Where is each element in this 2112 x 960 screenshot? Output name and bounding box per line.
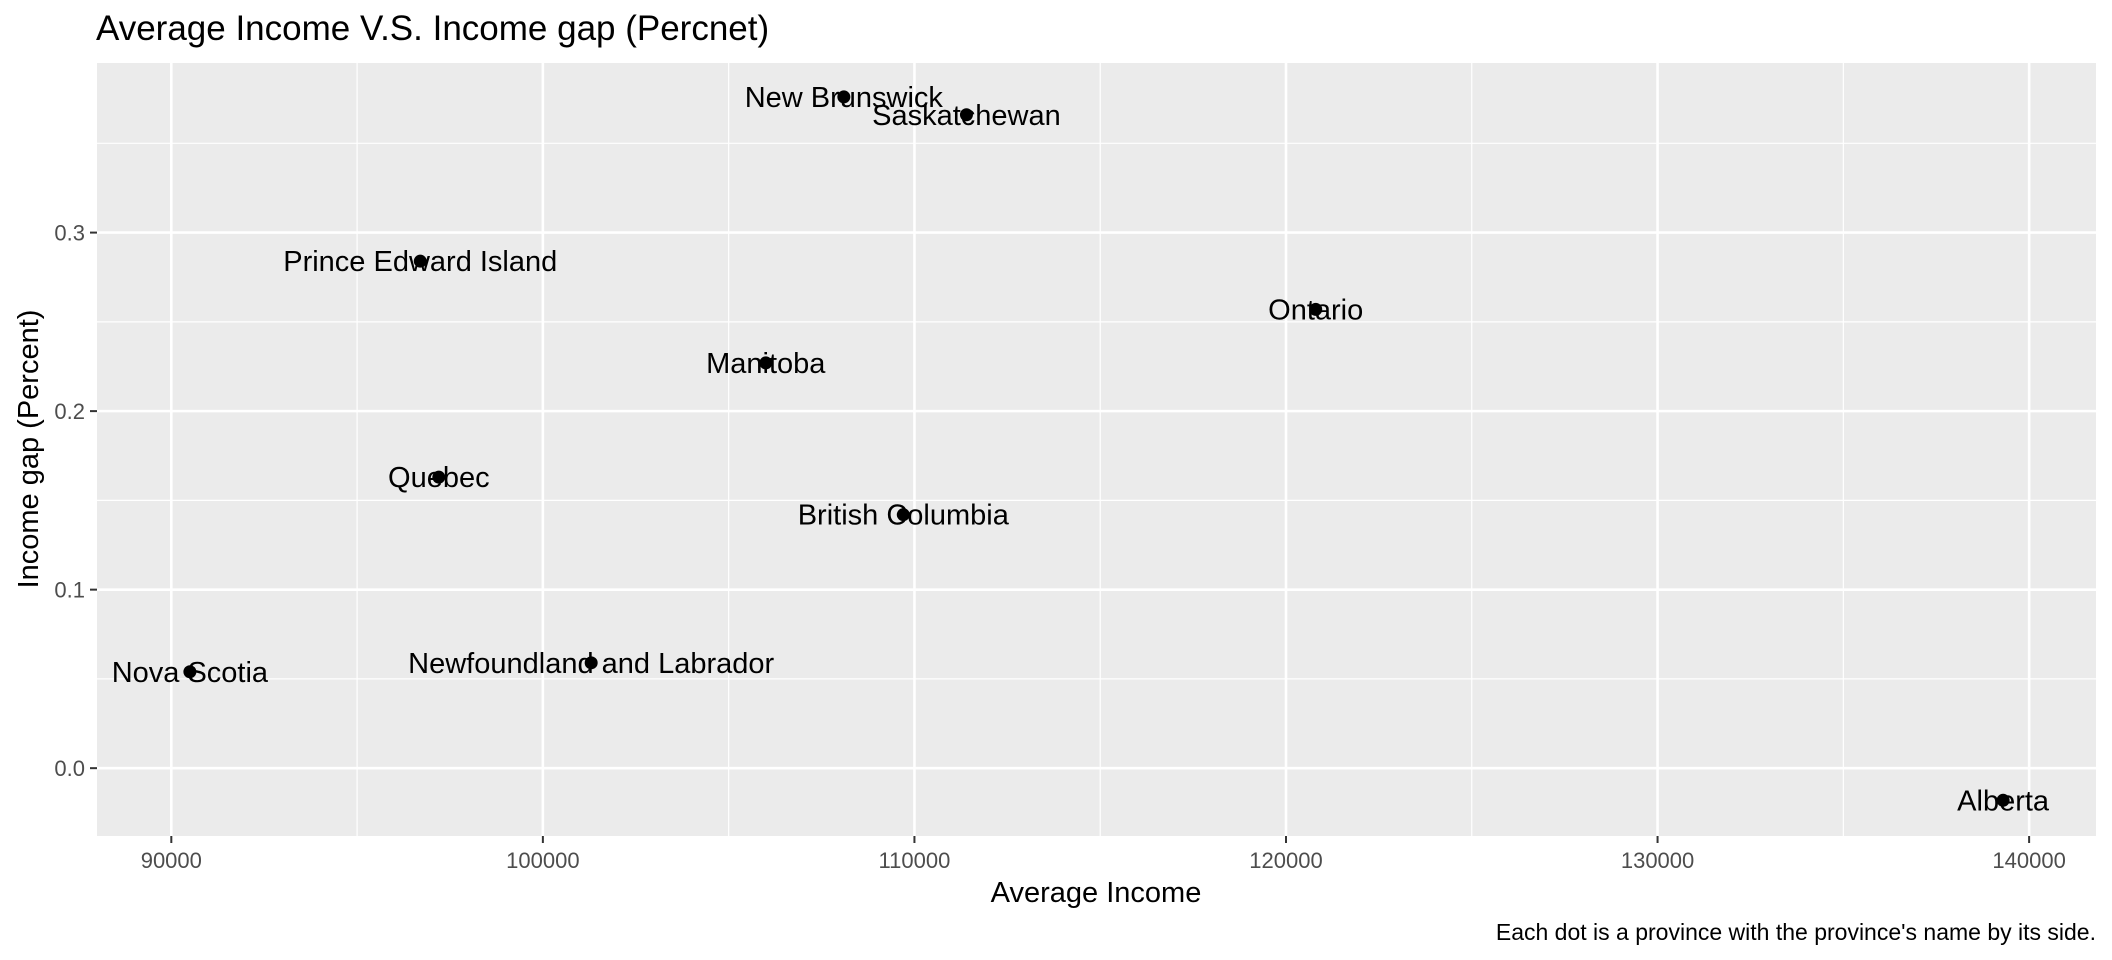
grid-minor — [97, 63, 2096, 836]
point-label: Manitoba — [706, 348, 826, 380]
data-point — [413, 254, 427, 268]
y-tick-label: 0.2 — [54, 399, 85, 424]
x-tick-label: 130000 — [1621, 848, 1694, 873]
x-tick-label: 100000 — [506, 848, 579, 873]
point-label: Prince Edward Island — [283, 246, 557, 278]
y-axis-title: Income gap (Percent) — [13, 310, 45, 589]
data-point — [896, 508, 910, 522]
y-tick-label: 0.1 — [54, 578, 85, 603]
point-label: Nova Scotia — [112, 657, 269, 689]
point-label: Ontario — [1268, 294, 1363, 326]
point-label: Saskatchewan — [872, 100, 1061, 132]
data-point — [837, 90, 851, 104]
plot-panel — [97, 63, 2096, 836]
y-axis: 0.0 0.1 0.2 0.3 — [54, 221, 97, 781]
x-tick-label: 90000 — [141, 848, 202, 873]
chart-caption: Each dot is a province with the province… — [1496, 919, 2096, 945]
y-tick-label: 0.3 — [54, 221, 85, 246]
x-tick-label: 110000 — [879, 848, 951, 873]
point-label: British Columbia — [798, 500, 1010, 532]
point-label: New Brunswick — [745, 82, 944, 114]
data-point — [183, 665, 197, 679]
data-point — [1309, 302, 1323, 316]
y-tick-label: 0.0 — [54, 756, 85, 781]
x-tick-label: 120000 — [1249, 848, 1322, 873]
point-label: Newfoundland and Labrador — [408, 648, 774, 680]
data-point — [959, 108, 973, 122]
data-point — [759, 356, 773, 370]
point-label: Alberta — [1957, 785, 2050, 817]
x-axis-title: Average Income — [991, 877, 1202, 909]
data-point — [432, 470, 446, 484]
data-points — [183, 90, 2010, 807]
chart-title: Average Income V.S. Income gap (Percnet) — [96, 9, 769, 48]
point-label: Quebec — [388, 462, 490, 494]
x-axis: 90000 100000 110000 120000 130000 140000 — [141, 836, 2066, 873]
data-point — [1996, 793, 2010, 807]
grid-major — [97, 63, 2096, 836]
data-point — [584, 656, 598, 670]
x-tick-label: 140000 — [1992, 848, 2065, 873]
